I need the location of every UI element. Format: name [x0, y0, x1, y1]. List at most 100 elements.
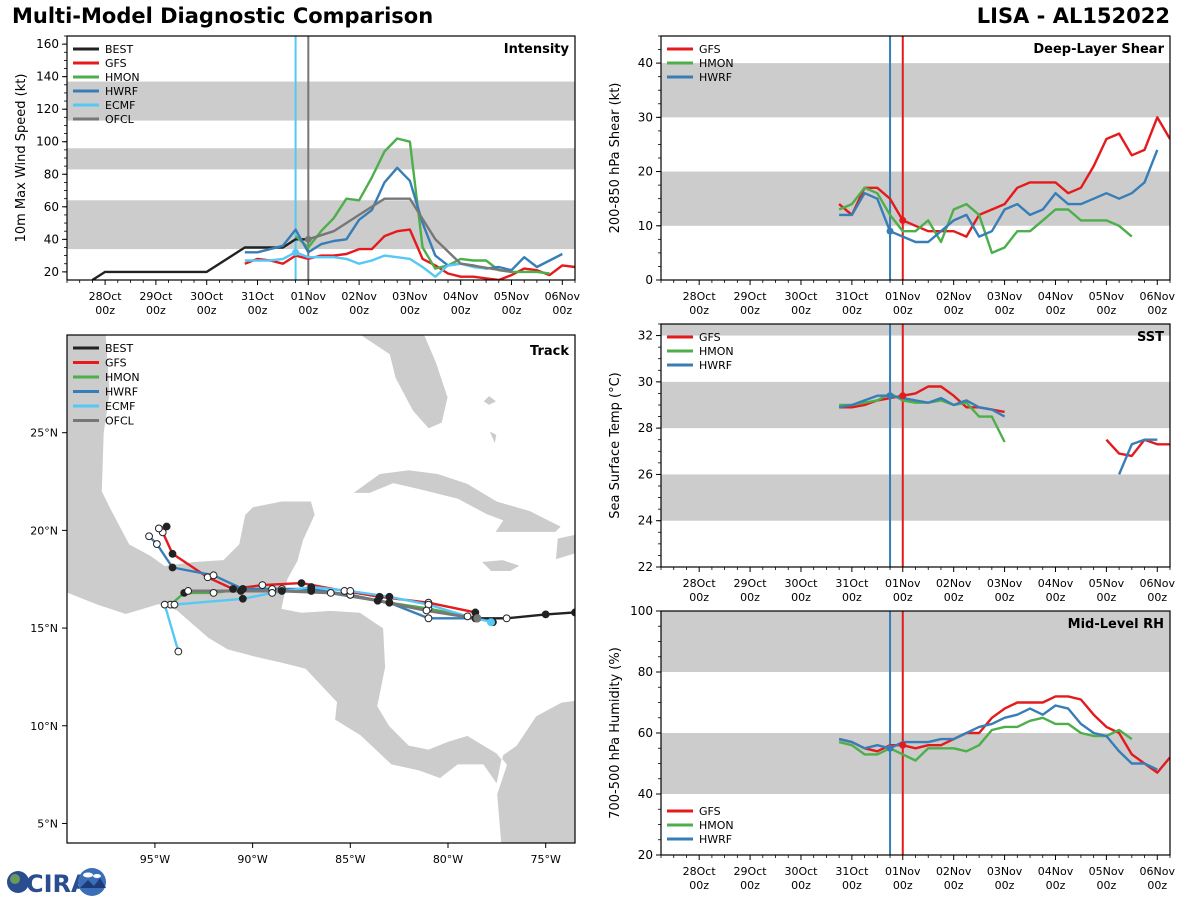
x-tick-label-date: 04Nov: [1038, 577, 1074, 590]
x-tick-label-hour: 00z: [1096, 304, 1116, 317]
cloud-icon: [93, 874, 101, 878]
x-tick-label-hour: 00z: [995, 591, 1015, 604]
lon-tick-label: 80°W: [433, 853, 463, 866]
x-tick-label-hour: 00z: [1046, 304, 1066, 317]
legend-label-hmon: HMON: [699, 57, 734, 70]
x-tick-label-hour: 00z: [95, 304, 115, 317]
x-tick-label-date: 02Nov: [936, 577, 972, 590]
x-tick-label-date: 31Oct: [241, 290, 275, 303]
plot-area: [661, 611, 1170, 855]
x-tick-label-hour: 00z: [791, 879, 811, 892]
x-tick-label-date: 28Oct: [683, 865, 717, 878]
x-tick-label-date: 01Nov: [885, 577, 921, 590]
x-tick-label-hour: 00z: [944, 879, 964, 892]
legend-label-hwrf: HWRF: [699, 71, 732, 84]
axes-frame: [660, 323, 1171, 568]
rh-panel: 2040608010028Oct00z29Oct00z30Oct00z31Oct…: [608, 604, 1175, 892]
x-tick-label-date: 03Nov: [987, 577, 1023, 590]
track-point-ofcl: [373, 596, 382, 605]
sst-panel: 22242628303228Oct00z29Oct00z30Oct00z31Oc…: [608, 323, 1176, 604]
legend-label-best: BEST: [105, 43, 133, 56]
x-tick-label-hour: 00z: [944, 304, 964, 317]
threshold-band: [67, 200, 575, 250]
x-tick-label-hour: 00z: [893, 591, 913, 604]
series-line-hwrf: [838, 394, 1006, 418]
y-tick-label: 0: [645, 273, 653, 287]
init-marker-ecmf: [292, 248, 300, 256]
legend-label-ofcl: OFCL: [105, 113, 135, 126]
x-tick-label-date: 28Oct: [683, 290, 717, 303]
track-point-hwrf: [168, 563, 177, 572]
track-point-ecmf: [238, 594, 247, 603]
x-tick-label-hour: 00z: [842, 304, 862, 317]
lat-tick-label: 25°N: [30, 427, 58, 440]
series-line-gfs: [1105, 438, 1170, 458]
x-tick-label-hour: 00z: [451, 304, 471, 317]
x-tick-label-date: 04Nov: [443, 290, 479, 303]
y-axis-label: 10m Max Wind Speed (kt): [14, 74, 29, 243]
y-tick-label: 20: [638, 165, 653, 179]
x-tick-label-date: 05Nov: [1089, 290, 1125, 303]
x-tick-label-hour: 00z: [740, 879, 760, 892]
x-tick-label-hour: 00z: [146, 304, 166, 317]
series-line-gfs: [838, 116, 1170, 238]
y-tick-label: 100: [630, 604, 653, 618]
x-tick-label-hour: 00z: [689, 879, 709, 892]
x-tick-label-hour: 00z: [689, 304, 709, 317]
x-tick-label-date: 05Nov: [1089, 577, 1125, 590]
track-point-ofcl: [236, 587, 245, 595]
x-tick-label-date: 02Nov: [341, 290, 377, 303]
series-line-ofcl: [307, 197, 512, 274]
x-tick-label-date: 31Oct: [835, 577, 869, 590]
x-tick-label-hour: 00z: [1147, 591, 1167, 604]
track-point-ecmf: [385, 592, 394, 601]
storm-id: LISA - AL152022: [976, 4, 1170, 28]
lon-tick-label: 85°W: [335, 853, 365, 866]
shear-panel: 01020304028Oct00z29Oct00z30Oct00z31Oct00…: [608, 35, 1175, 317]
lat-tick-label: 15°N: [30, 622, 58, 635]
track-point-best: [502, 614, 511, 623]
x-tick-label-hour: 00z: [791, 304, 811, 317]
x-tick-label-date: 29Oct: [734, 865, 768, 878]
x-tick-label-date: 04Nov: [1038, 865, 1074, 878]
y-axis-label: 200-850 hPa Shear (kt): [608, 83, 623, 234]
x-tick-label-date: 01Nov: [291, 290, 327, 303]
init-marker-hwrf: [886, 227, 894, 235]
y-tick-label: 80: [44, 167, 59, 181]
central-america-land: [67, 335, 575, 843]
track-point-ecmf: [268, 589, 277, 597]
florida-land: [301, 335, 449, 430]
x-tick-label-date: 29Oct: [734, 290, 768, 303]
x-tick-label-date: 30Oct: [784, 865, 818, 878]
track-point-gfs: [154, 524, 163, 533]
x-tick-label-date: 29Oct: [139, 290, 173, 303]
track-point-hwrf: [145, 532, 153, 541]
y-tick-label: 24: [638, 514, 653, 528]
legend-label-gfs: GFS: [699, 43, 721, 56]
track-point-gfs: [258, 581, 267, 589]
track-point-ecmf: [346, 587, 355, 595]
init-marker-hwrf: [886, 392, 894, 400]
x-tick-label-date: 06Nov: [1140, 577, 1176, 590]
track-point-ofcl: [184, 587, 193, 595]
legend-label-hmon: HMON: [105, 371, 140, 384]
map-frame: [66, 334, 576, 844]
x-tick-label-date: 05Nov: [1089, 865, 1125, 878]
legend-label-hmon: HMON: [699, 819, 734, 832]
x-tick-label-date: 05Nov: [494, 290, 530, 303]
x-tick-label-hour: 00z: [349, 304, 369, 317]
y-tick-label: 100: [36, 135, 59, 149]
init-marker-gfs: [899, 216, 907, 224]
lon-tick-label: 95°W: [140, 853, 170, 866]
threshold-band: [661, 63, 1170, 118]
x-tick-label-date: 03Nov: [987, 290, 1023, 303]
threshold-band: [661, 474, 1170, 521]
legend-label-gfs: GFS: [699, 805, 721, 818]
threshold-band: [661, 324, 1170, 336]
lat-tick-label: 20°N: [30, 524, 58, 537]
x-tick-label-date: 03Nov: [987, 865, 1023, 878]
plot-area: [67, 36, 575, 280]
track-point-gfs: [229, 585, 237, 593]
x-tick-label-date: 28Oct: [683, 577, 717, 590]
hispaniola-land: [555, 531, 575, 561]
